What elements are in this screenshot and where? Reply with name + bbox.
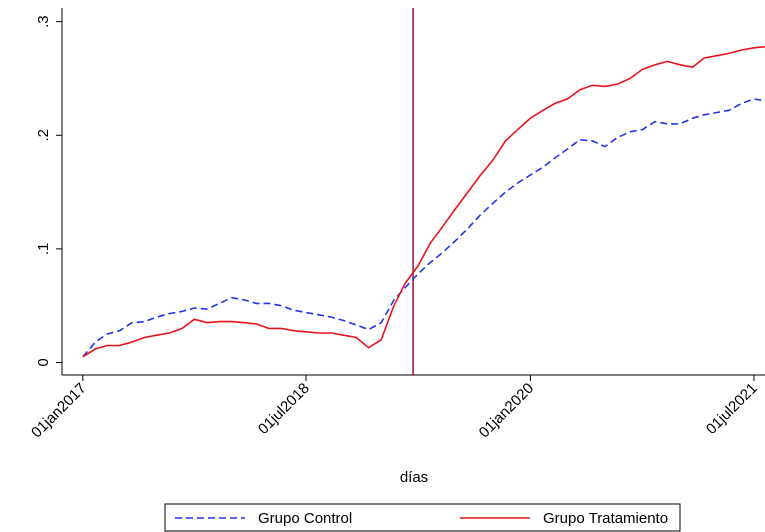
y-tick-label: .3: [35, 15, 52, 28]
y-tick-label: 0: [35, 358, 52, 366]
y-tick-label: .2: [35, 129, 52, 142]
x-tick-label: 01jan2017: [28, 380, 90, 442]
legend-box: [164, 503, 681, 532]
x-tick-label: 01jul2021: [703, 380, 761, 438]
y-tick-label: .1: [35, 243, 52, 256]
series-line: [82, 98, 765, 358]
x-axis-label: días: [400, 469, 428, 486]
series-line: [82, 45, 765, 358]
x-tick-label: 01jan2020: [476, 380, 538, 442]
x-tick-label: 01jul2018: [255, 380, 313, 438]
legend-label: Grupo Control: [258, 510, 352, 527]
legend-label: Grupo Tratamiento: [543, 510, 668, 527]
